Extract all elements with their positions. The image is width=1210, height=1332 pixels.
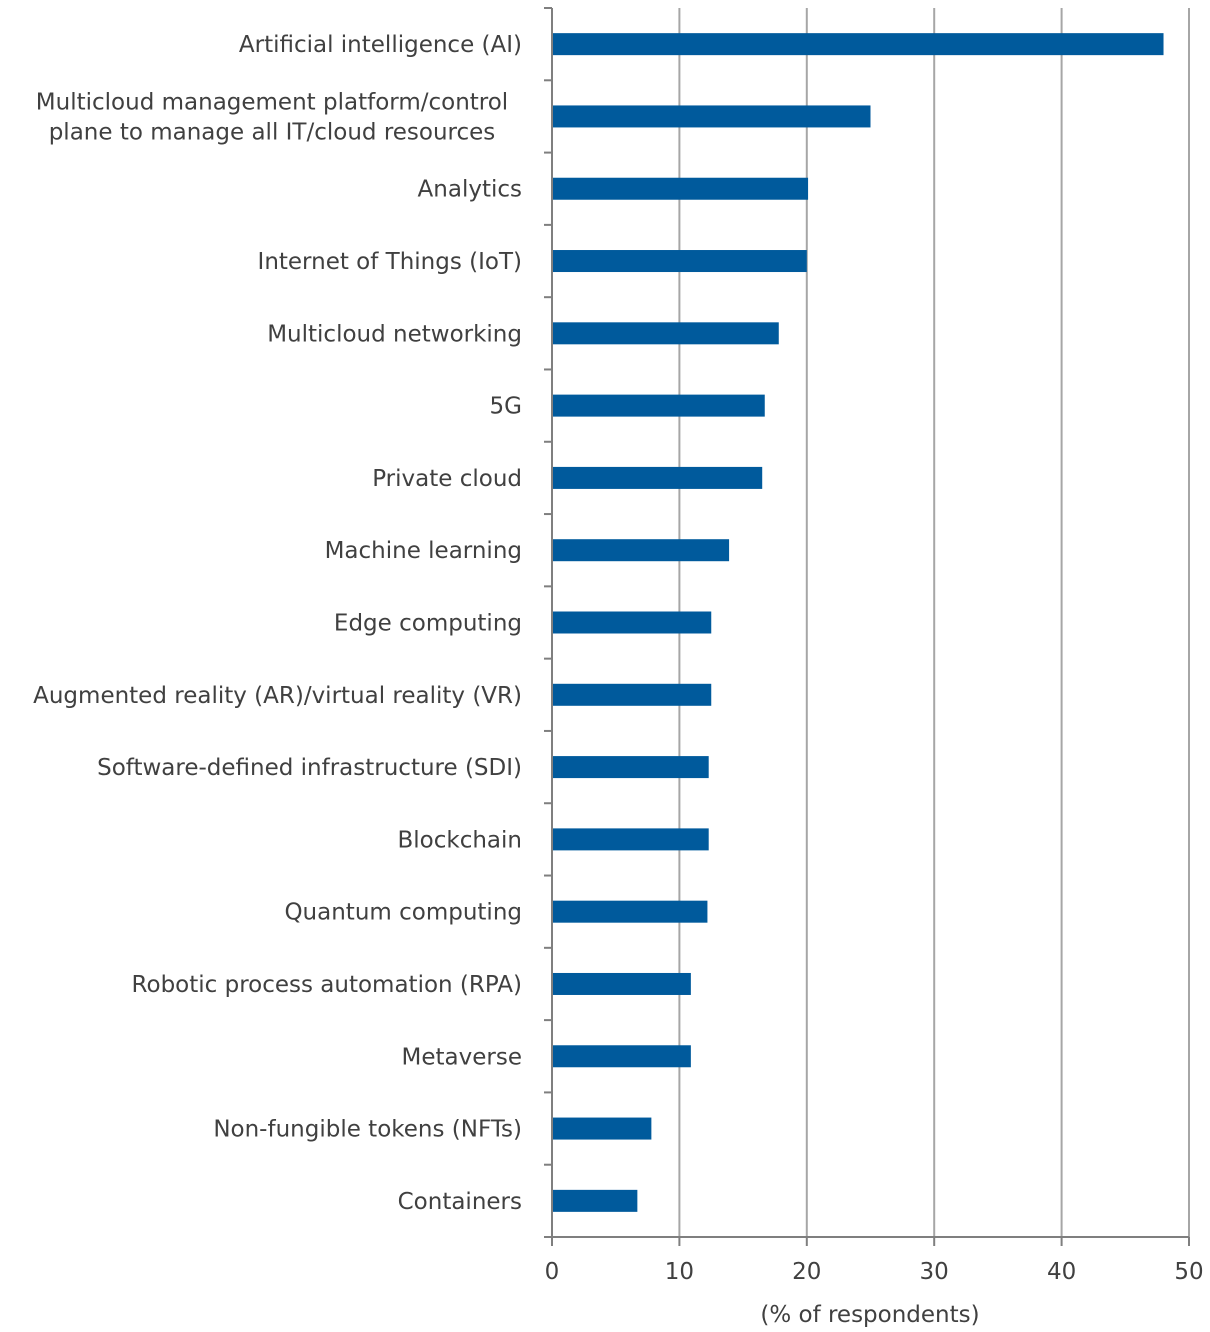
category-label-line: Internet of Things (IoT) (258, 249, 522, 275)
category-label-6: Private cloud (372, 466, 522, 492)
category-label-8: Edge computing (334, 611, 522, 637)
category-label-14: Metaverse (402, 1044, 522, 1070)
bar-5 (552, 394, 765, 417)
category-label-line: plane to manage all IT/cloud resources (49, 119, 496, 145)
gridlines (678, 8, 1190, 1237)
bar-15 (552, 1117, 652, 1140)
x-tick-label-40: 40 (1047, 1259, 1076, 1285)
bar-8 (552, 611, 712, 634)
category-label-line: Blockchain (398, 827, 523, 853)
category-label-line: Edge computing (334, 611, 522, 637)
bar-14 (552, 1045, 691, 1068)
category-label-line: Multicloud networking (267, 321, 522, 347)
category-label-line: Metaverse (402, 1044, 522, 1070)
category-label-15: Non-fungible tokens (NFTs) (213, 1117, 522, 1143)
category-label-4: Multicloud networking (267, 321, 522, 347)
category-label-line: Analytics (418, 177, 522, 203)
bar-12 (552, 900, 708, 923)
category-label-10: Software-defined infrastructure (SDI) (97, 755, 522, 781)
bar-16 (552, 1189, 638, 1212)
category-label-line: Artificial intelligence (AI) (239, 32, 522, 58)
bar-7 (552, 539, 730, 562)
category-label-11: Blockchain (398, 827, 523, 853)
x-tick-label-0: 0 (545, 1259, 560, 1285)
x-tick-label-50: 50 (1174, 1259, 1203, 1285)
category-label-line: Augmented reality (AR)/virtual reality (… (33, 683, 522, 709)
category-label-line: 5G (490, 394, 522, 420)
category-label-line: Non-fungible tokens (NFTs) (213, 1117, 522, 1143)
category-label-9: Augmented reality (AR)/virtual reality (… (33, 683, 522, 709)
category-label-line: Robotic process automation (RPA) (132, 972, 522, 998)
bar-10 (552, 756, 709, 779)
bar-2 (552, 177, 809, 200)
category-label-line: Private cloud (372, 466, 522, 492)
bar-11 (552, 828, 709, 851)
category-label-5: 5G (490, 394, 522, 420)
axes: 0 10 20 30 40 50 (544, 7, 1204, 1285)
bar-3 (552, 250, 807, 273)
bars (552, 33, 1164, 1212)
category-label-13: Robotic process automation (RPA) (132, 972, 522, 998)
x-axis-title: (% of respondents) (760, 1302, 979, 1328)
x-tick-label-30: 30 (920, 1259, 949, 1285)
category-label-3: Internet of Things (IoT) (258, 249, 522, 275)
category-label-2: Analytics (418, 177, 522, 203)
x-tick-label-10: 10 (665, 1259, 694, 1285)
category-label-0: Artificial intelligence (AI) (239, 32, 522, 58)
category-label-line: Machine learning (325, 538, 522, 564)
bar-1 (552, 105, 871, 128)
bar-6 (552, 466, 763, 489)
category-label-1: Multicloud management platform/control pl… (36, 89, 508, 145)
x-tick-label-20: 20 (792, 1259, 821, 1285)
bar-9 (552, 683, 712, 706)
category-label-16: Containers (398, 1189, 522, 1215)
category-label-7: Machine learning (325, 538, 522, 564)
bar-13 (552, 972, 691, 995)
category-label-line: Multicloud management platform/control (36, 89, 508, 115)
category-label-12: Quantum computing (284, 900, 522, 926)
category-label-line: Containers (398, 1189, 522, 1215)
bar-4 (552, 322, 779, 345)
category-labels: Artificial intelligence (AI) Multicloud m… (33, 32, 522, 1215)
bar-0 (552, 33, 1164, 56)
category-label-line: Software-defined infrastructure (SDI) (97, 755, 522, 781)
category-label-line: Quantum computing (284, 900, 522, 926)
